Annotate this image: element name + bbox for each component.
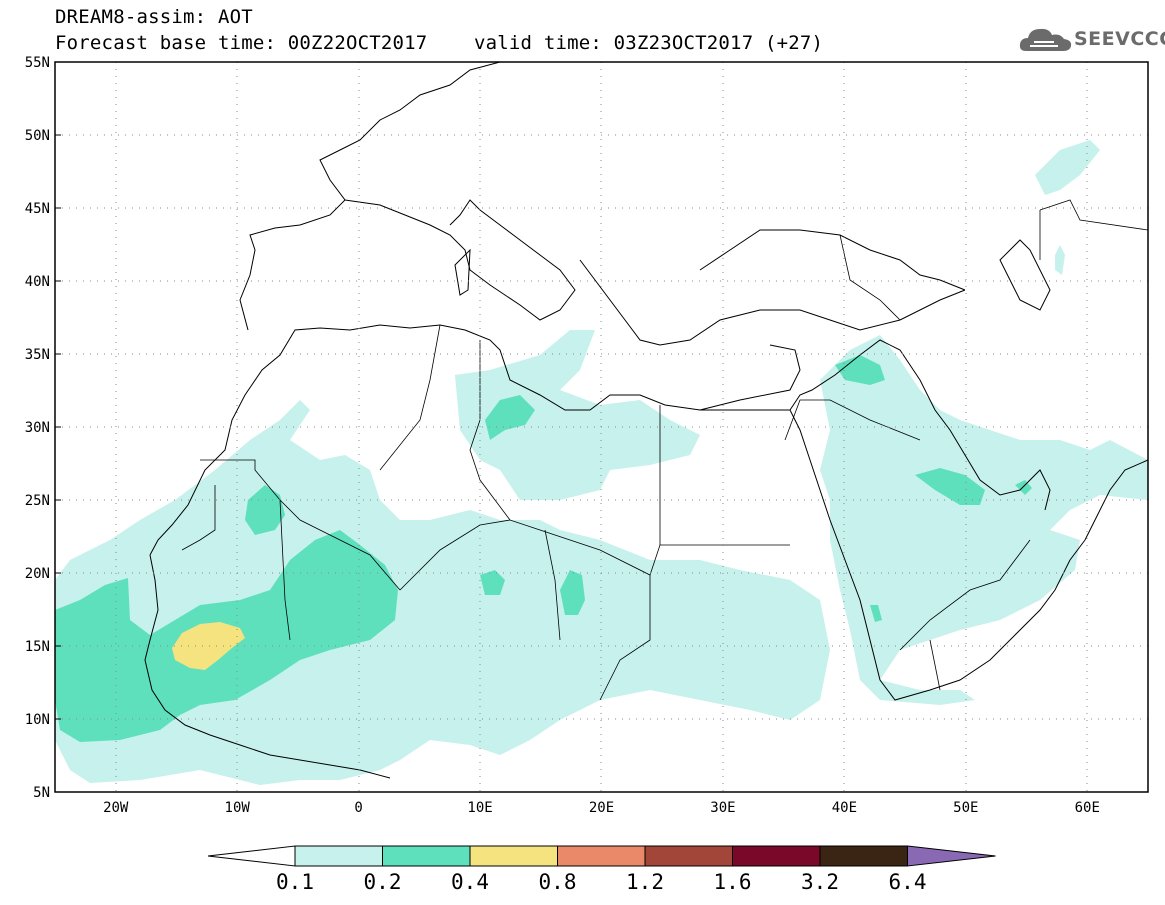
colorbar-cell <box>382 845 471 867</box>
lon-label: 10W <box>225 800 251 816</box>
lat-label: 35N <box>25 347 50 363</box>
latitude-axis: 55N 50N 45N 40N 35N 30N 25N 20N 15N 10N 5N <box>25 55 61 801</box>
seevccc-logo: SEEVCCC <box>1018 24 1165 56</box>
longitude-axis: 20W 10W 0 10E 20E 30E 40E 50E 60E <box>103 800 1100 816</box>
colorbar-cell <box>557 845 646 867</box>
lon-label: 10E <box>467 800 492 816</box>
colorbar-tick-label: 3.2 <box>801 870 839 894</box>
colorbar-tick-label: 0.2 <box>363 870 402 894</box>
lon-label: 60E <box>1075 800 1100 816</box>
lat-label: 45N <box>25 201 50 217</box>
colorbar-tick-label: 1.2 <box>626 870 664 894</box>
lon-label: 20W <box>103 800 129 816</box>
lat-label: 15N <box>25 639 50 655</box>
colorbar-tick-label: 0.1 <box>276 870 314 894</box>
coastlines <box>144 62 1148 779</box>
lon-label: 0 <box>354 800 362 816</box>
colorbar-tick-label: 1.6 <box>713 870 752 894</box>
lat-label: 5N <box>33 785 50 801</box>
lat-label: 10N <box>25 712 50 728</box>
colorbar-tick-label: 0.4 <box>451 870 489 894</box>
lat-label: 40N <box>25 274 50 290</box>
lon-label: 40E <box>832 800 857 816</box>
aot-band-0.4-0.8 <box>172 622 245 670</box>
colorbar-tick-label: 6.4 <box>888 870 927 894</box>
map-title: DREAM8-assim: AOT <box>55 6 253 28</box>
lat-label: 50N <box>25 128 50 144</box>
aot-map: 55N 50N 45N 40N 35N 30N 25N 20N 15N 10N 5N 20W 10W 0… <box>25 55 1149 816</box>
colorbar-cell <box>644 845 733 867</box>
gridlines <box>55 62 1148 792</box>
colorbar-cell <box>294 845 383 867</box>
political-borders <box>181 199 1148 701</box>
colorbar-under-arrow <box>207 845 296 867</box>
logo-text: SEEVCCC <box>1074 28 1165 50</box>
cloud-icon <box>1019 28 1072 51</box>
lon-label: 30E <box>710 800 735 816</box>
colorbar-tick-label: 0.8 <box>538 870 577 894</box>
lat-label: 30N <box>25 420 50 436</box>
lat-label: 20N <box>25 566 50 582</box>
lon-label: 50E <box>953 800 978 816</box>
colorbar-cell <box>819 845 908 867</box>
colorbar-over-arrow <box>907 845 996 867</box>
colorbar-cell <box>469 845 558 867</box>
lat-label: 55N <box>25 55 50 71</box>
colorbar-cell <box>732 845 821 867</box>
lon-label: 20E <box>589 800 614 816</box>
forecast-time-subtitle: Forecast base time: 00Z22OCT2017 valid t… <box>55 32 824 54</box>
colorbar <box>207 845 996 867</box>
lat-label: 25N <box>25 493 50 509</box>
